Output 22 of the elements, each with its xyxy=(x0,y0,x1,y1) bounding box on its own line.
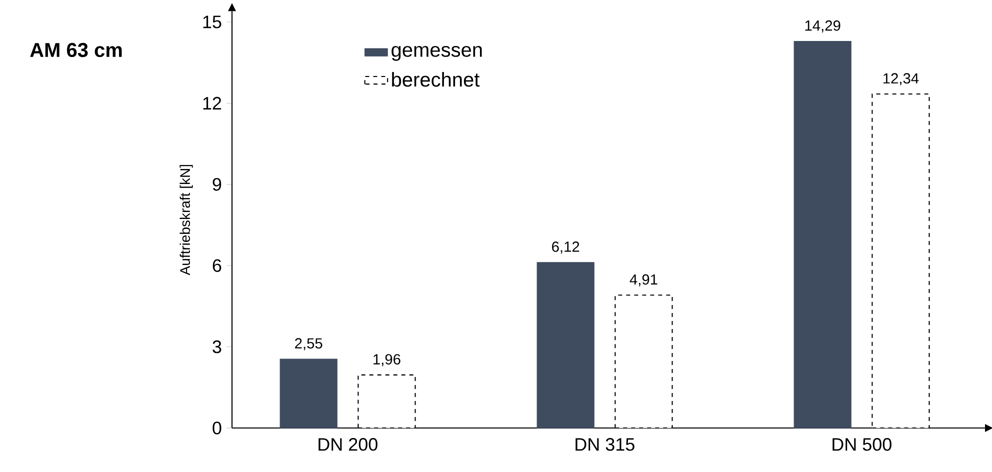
y-tick-label: 12 xyxy=(203,96,222,110)
y-tick-label: 9 xyxy=(212,178,222,191)
data-label: 12,34 xyxy=(883,73,919,86)
legend-label: berechnet xyxy=(392,72,480,87)
bar xyxy=(794,40,852,428)
data-label: 1,96 xyxy=(374,354,400,366)
data-label: 4,91 xyxy=(630,274,658,286)
y-tick-label: 3 xyxy=(212,340,222,354)
data-label: 14,29 xyxy=(805,20,840,33)
y-tick-label: 6 xyxy=(212,259,222,272)
x-tick-label: DN 315 xyxy=(576,438,634,451)
x-tick-label: DN 500 xyxy=(832,438,892,451)
text: AM 63 cm xyxy=(30,42,122,58)
y-axis-title: Auftriebskraft [kN] xyxy=(180,164,193,276)
y-tick-label: 0 xyxy=(212,422,222,434)
y-tick-label: 15 xyxy=(203,16,222,28)
x-tick-label: DN 200 xyxy=(318,438,378,451)
legend-label: gemessen xyxy=(392,46,482,61)
data-label: 2,55 xyxy=(295,338,322,350)
data-label: 6,12 xyxy=(552,242,580,254)
bar xyxy=(280,358,338,428)
bar xyxy=(536,262,594,428)
